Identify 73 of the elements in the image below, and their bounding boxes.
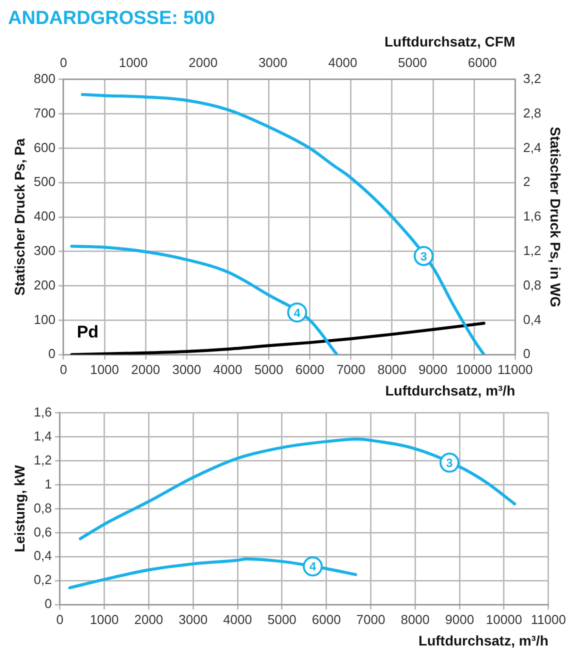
x-tick-label: 3000 — [172, 362, 202, 377]
line-series — [70, 322, 486, 355]
x-tick-label: 1000 — [90, 612, 119, 627]
x2-tick-label: 1000 — [118, 55, 148, 70]
x-tick-label: 5000 — [267, 612, 296, 627]
x-tick-label: 3000 — [178, 612, 208, 627]
y-tick-label: 0 — [48, 346, 56, 362]
y-tick-label: 700 — [34, 105, 56, 120]
y-tick-label: 0,4 — [34, 548, 52, 564]
y-tick-label: 1,4 — [34, 428, 52, 444]
x-tick-label: 10000 — [486, 612, 522, 627]
series-label: 4 — [309, 560, 316, 574]
x-tick-label: 10000 — [456, 362, 492, 377]
series-label: 3 — [446, 456, 454, 470]
x-axis-title: Luftdurchsatz, m³/h — [385, 382, 516, 398]
x-tick-label: 0 — [60, 362, 68, 377]
x-tick-label: 2000 — [131, 362, 160, 377]
y2-tick-label: 3,2 — [523, 70, 542, 86]
y-tick-label: 0,8 — [34, 500, 52, 516]
y2-tick-label: 0,8 — [523, 277, 542, 292]
x-tick-label: 1000 — [90, 362, 120, 377]
x-tick-label: 7000 — [356, 612, 386, 627]
x2-tick-label: 4000 — [328, 55, 358, 70]
x2-tick-label: 6000 — [468, 55, 497, 70]
y-tick-label: 500 — [34, 174, 56, 190]
y-tick-label: 0,2 — [34, 572, 52, 588]
x-tick-label: 6000 — [312, 612, 341, 627]
y2-tick-label: 2,4 — [523, 140, 542, 155]
y-tick-label: 800 — [34, 70, 56, 86]
y-tick-label: 200 — [34, 277, 56, 292]
series-label: 3 — [420, 249, 428, 264]
x-tick-label: 8000 — [400, 612, 430, 627]
line-series — [68, 558, 358, 590]
chart-title: ANDARDGROSSE: 500 — [8, 8, 216, 30]
x-axis-title: Luftdurchsatz, m³/h — [418, 632, 548, 648]
x-tick-label: 7000 — [336, 362, 366, 377]
y-tick-label: 0 — [44, 596, 52, 612]
y-tick-label: 100 — [34, 312, 56, 327]
series-label: 4 — [294, 306, 301, 320]
y2-tick-label: 2,8 — [523, 105, 542, 120]
x-tick-label: 5000 — [254, 362, 284, 377]
y-tick-label: 600 — [34, 140, 56, 155]
line-series — [70, 244, 338, 355]
y2-tick-label: 1,2 — [523, 242, 542, 258]
y-tick-label: 300 — [34, 242, 56, 258]
y-axis-title: Statischer Druck Ps, Pa — [11, 138, 28, 296]
y2-tick-label: 0 — [523, 346, 530, 362]
series-label: Pd — [76, 322, 99, 342]
y-tick-label: 1 — [44, 476, 52, 492]
x2-tick-label: 2000 — [188, 55, 218, 70]
x-tick-label: 11000 — [530, 612, 566, 627]
x-tick-label: 4000 — [213, 362, 242, 377]
x-tick-label: 2000 — [134, 612, 164, 627]
y-tick-label: 1,2 — [34, 452, 52, 468]
x-tick-label: 6000 — [295, 362, 324, 377]
x-tick-label: 9000 — [445, 612, 474, 627]
x2-tick-label: 5000 — [398, 55, 427, 70]
y2-axis-title: Statischer Druck Ps, in WG — [548, 126, 564, 308]
y2-tick-label: 1,6 — [523, 208, 542, 224]
x-tick-label: 11000 — [498, 362, 533, 377]
y-axis-title: Leistung, kW — [11, 464, 28, 552]
x-tick-label: 9000 — [418, 362, 448, 377]
y2-tick-label: 2 — [523, 174, 530, 190]
y2-tick-label: 0,4 — [523, 312, 542, 327]
y-tick-label: 1,6 — [34, 404, 52, 420]
x2-axis-title: Luftdurchsatz, CFM — [384, 33, 516, 50]
x2-tick-label: 0 — [60, 55, 68, 70]
line-series — [78, 438, 516, 540]
y-tick-label: 400 — [34, 208, 56, 224]
x-tick-label: 8000 — [377, 362, 406, 377]
x-tick-label: 4000 — [223, 612, 252, 627]
x2-tick-label: 3000 — [258, 55, 288, 70]
y-tick-label: 0,6 — [34, 524, 52, 540]
